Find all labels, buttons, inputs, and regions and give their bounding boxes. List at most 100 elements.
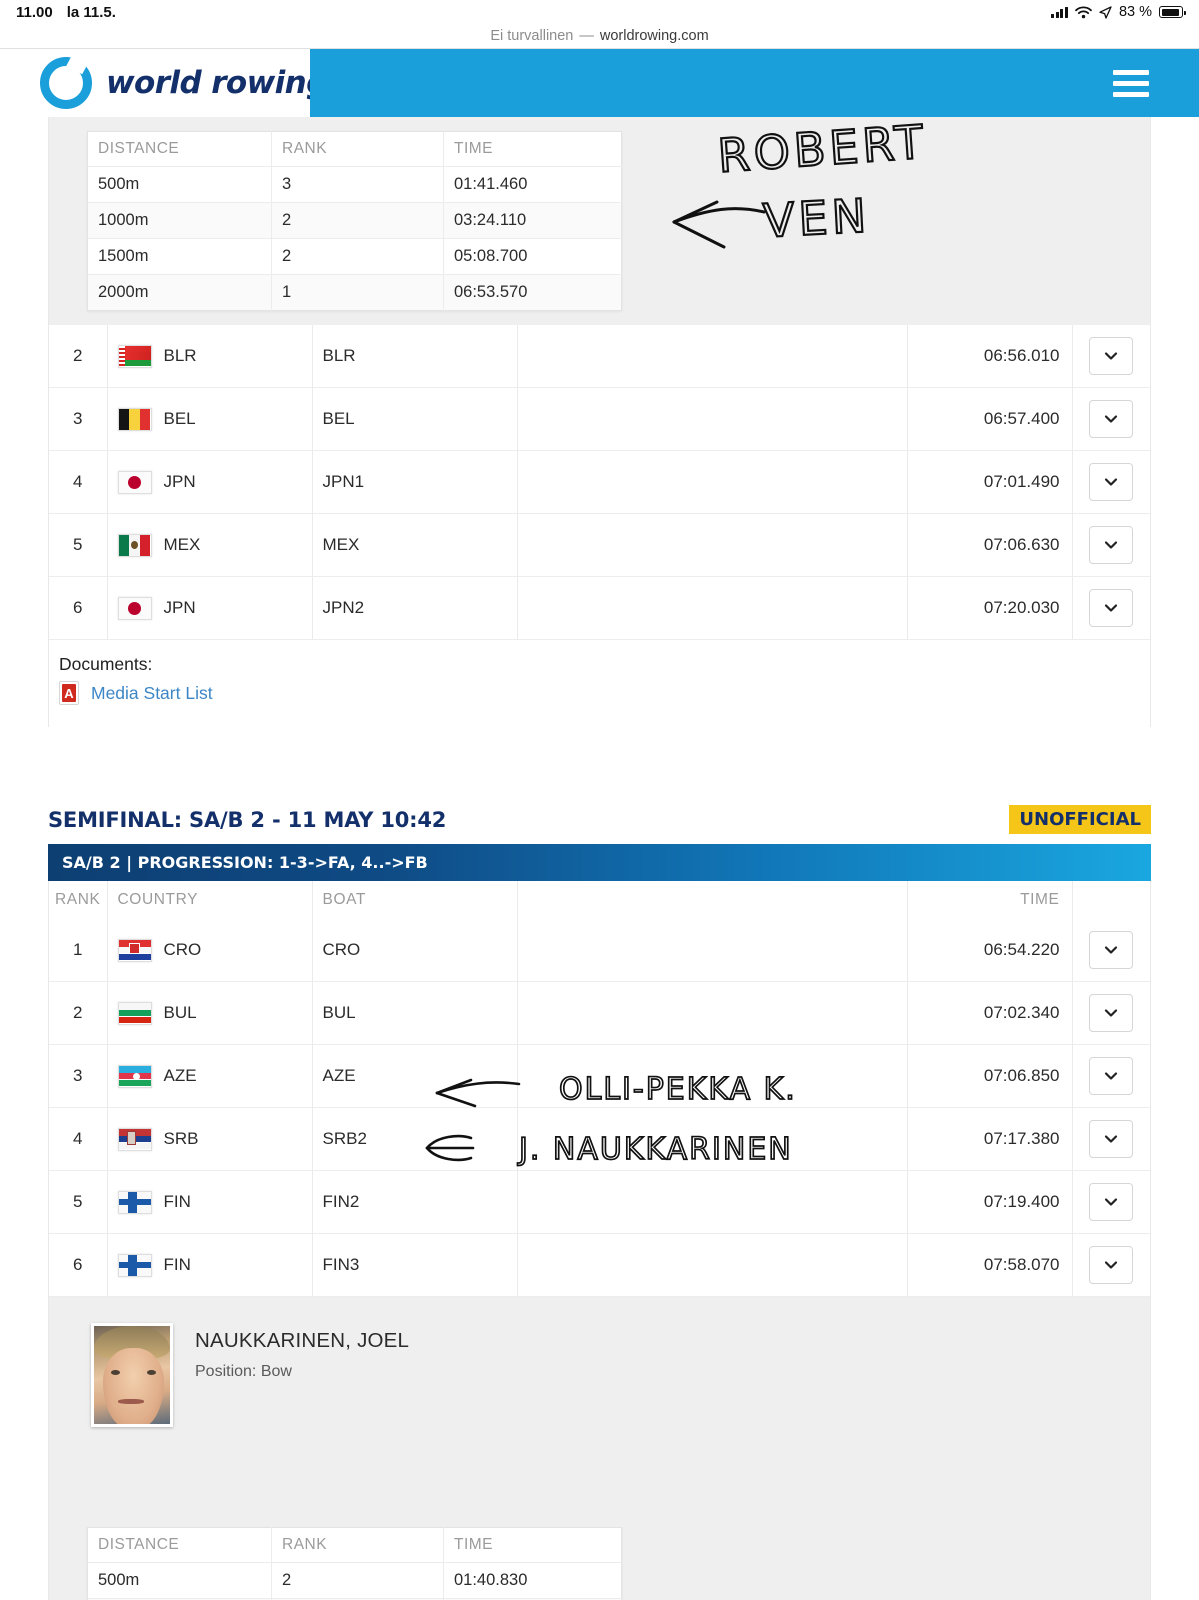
result-time: 07:06.630: [906, 513, 1072, 577]
expand-row-button[interactable]: [1089, 1246, 1134, 1284]
world-rowing-logo[interactable]: world rowing®: [0, 49, 339, 117]
table-row[interactable]: 2 BUL BUL 07:02.340: [49, 981, 1150, 1045]
table-row[interactable]: 4 SRB SRB2: [49, 1107, 1150, 1171]
top-results-body: 2 BLR BLR: [49, 325, 1150, 640]
progression-bar: SA/B 2 | PROGRESSION: 1-3->FA, 4..->FB: [48, 844, 1151, 881]
result-spacer: [516, 1107, 907, 1171]
status-left-group: 11.00 la 11.5.: [16, 4, 116, 21]
result-boat: FIN3: [311, 1233, 517, 1297]
browser-url-bar[interactable]: Ei turvallinen — worldrowing.com: [0, 24, 1199, 48]
athlete-info: NAUKKARINEN, JOEL Position: Bow: [195, 1323, 409, 1427]
table-row[interactable]: 6 JPN JPN2 07:20.030: [49, 576, 1150, 640]
table-row[interactable]: 1 CRO CRO: [49, 919, 1150, 982]
result-rank: 5: [73, 1192, 83, 1211]
document-row[interactable]: Media Start List: [59, 681, 1150, 705]
expand-row-button[interactable]: [1089, 1057, 1134, 1095]
chevron-down-icon: [1105, 1009, 1118, 1017]
ios-status-bar: 11.00 la 11.5. 83 %: [0, 0, 1199, 24]
result-rank: 5: [73, 535, 83, 554]
table-row[interactable]: 3 AZE AZE: [49, 1044, 1150, 1108]
table-row: 1000m 2 03:24.110: [87, 202, 622, 239]
athlete-splits-panel-top: DISTANCE RANK TIME 500m 3 01:41.460 1000…: [48, 113, 1151, 325]
media-start-list-link[interactable]: Media Start List: [91, 682, 213, 703]
semifinal-title: SEMIFINAL: SA/B 2 - 11 MAY 10:42: [48, 807, 447, 832]
table-header-row: DISTANCE RANK TIME: [87, 131, 622, 167]
chevron-down-icon: [1105, 1198, 1118, 1206]
status-time: 11.00: [16, 3, 53, 21]
hamburger-menu-icon[interactable]: [1113, 69, 1149, 97]
result-rank: 2: [73, 346, 83, 365]
bottom-splits-wrapper: DISTANCE RANK TIME 500m 2 01:40.830 1000…: [49, 1427, 1150, 1600]
flag-bul: [117, 1001, 152, 1025]
flag-fin: [117, 1253, 152, 1277]
country-cell: BUL: [117, 1001, 312, 1025]
expand-row-button[interactable]: [1089, 931, 1134, 969]
split-time: 05:08.700: [443, 238, 622, 275]
result-spacer: [516, 1044, 907, 1108]
documents-label: Documents:: [59, 654, 153, 674]
expand-row-button[interactable]: [1089, 337, 1134, 375]
country-cell: AZE: [117, 1064, 312, 1088]
column-header-country: COUNTRY: [106, 881, 312, 919]
athlete-position: Position: Bow: [195, 1363, 292, 1380]
table-row[interactable]: 5 MEX MEX: [49, 513, 1150, 577]
result-boat: BLR: [311, 325, 517, 388]
result-spacer: [516, 576, 907, 640]
status-right-group: 83 %: [1051, 4, 1186, 20]
battery-percent-label: 83 %: [1118, 4, 1152, 20]
athlete-portrait: [91, 1323, 173, 1427]
split-distance: 2000m: [98, 283, 149, 301]
table-row[interactable]: 2 BLR BLR: [49, 325, 1150, 388]
bottom-splits-table: DISTANCE RANK TIME 500m 2 01:40.830 1000…: [87, 1527, 622, 1600]
country-cell: BEL: [117, 407, 312, 431]
result-spacer: [516, 513, 907, 577]
column-header-distance: DISTANCE: [87, 1527, 272, 1563]
top-splits-body: 500m 3 01:41.460 1000m 2 03:24.110 1500m…: [87, 166, 622, 311]
split-distance: 1000m: [87, 1598, 272, 1600]
table-row[interactable]: 6 FIN FIN3 07:58.070: [49, 1233, 1150, 1297]
table-row[interactable]: 4 JPN JPN1 07:01.490: [49, 450, 1150, 514]
column-header-time: TIME: [906, 881, 1072, 919]
semifinal-results-body: 1 CRO CRO: [49, 919, 1150, 1297]
athlete-name: NAUKKARINEN, JOEL: [195, 1329, 410, 1352]
bottom-splits-body: 500m 2 01:40.830 1000m 2 03:25.810 1500m…: [87, 1562, 622, 1600]
result-spacer: [516, 1170, 907, 1234]
flag-mex: [117, 533, 152, 557]
result-boat: JPN1: [311, 450, 517, 514]
table-row: 1000m 2 03:25.810: [87, 1598, 622, 1600]
top-results-table: 2 BLR BLR: [49, 325, 1150, 640]
expand-row-button[interactable]: [1089, 589, 1134, 627]
result-time: 07:58.070: [906, 1233, 1072, 1297]
expand-row-button[interactable]: [1089, 1120, 1134, 1158]
result-rank: 6: [73, 598, 83, 617]
split-rank: 1: [271, 274, 444, 311]
flag-bel: [117, 407, 152, 431]
expand-row-button[interactable]: [1089, 526, 1134, 564]
wifi-icon: [1075, 5, 1092, 18]
expand-row-button[interactable]: [1089, 994, 1134, 1032]
security-status-label: Ei turvallinen: [490, 28, 574, 44]
table-row[interactable]: 5 FIN FIN2 07:19.400: [49, 1170, 1150, 1234]
expand-row-button[interactable]: [1089, 1183, 1134, 1221]
page-content: DISTANCE RANK TIME 500m 3 01:41.460 1000…: [0, 113, 1199, 1600]
result-time: 07:06.850: [906, 1044, 1072, 1108]
table-row: 1500m 2 05:08.700: [87, 238, 622, 275]
country-cell: JPN: [117, 470, 312, 494]
expand-row-button[interactable]: [1089, 400, 1134, 438]
result-rank: 3: [73, 1066, 83, 1085]
country-cell: JPN: [117, 596, 312, 620]
status-date: la 11.5.: [66, 3, 116, 21]
top-splits-table: DISTANCE RANK TIME 500m 3 01:41.460 1000…: [87, 131, 622, 311]
url-host-label: worldrowing.com: [599, 28, 709, 44]
result-rank: 3: [73, 409, 83, 428]
country-code: JPN: [163, 472, 196, 491]
result-boat: CRO: [311, 919, 517, 982]
table-row[interactable]: 3 BEL BEL 06:57.400: [49, 387, 1150, 451]
semifinal-header: SEMIFINAL: SA/B 2 - 11 MAY 10:42 UNOFFIC…: [48, 791, 1151, 844]
expand-row-button[interactable]: [1089, 463, 1134, 501]
result-boat: MEX: [311, 513, 517, 577]
column-header-time: TIME: [443, 131, 622, 167]
result-time: 07:19.400: [906, 1170, 1072, 1234]
country-code: FIN: [163, 1255, 191, 1274]
location-arrow-icon: [1099, 5, 1112, 19]
